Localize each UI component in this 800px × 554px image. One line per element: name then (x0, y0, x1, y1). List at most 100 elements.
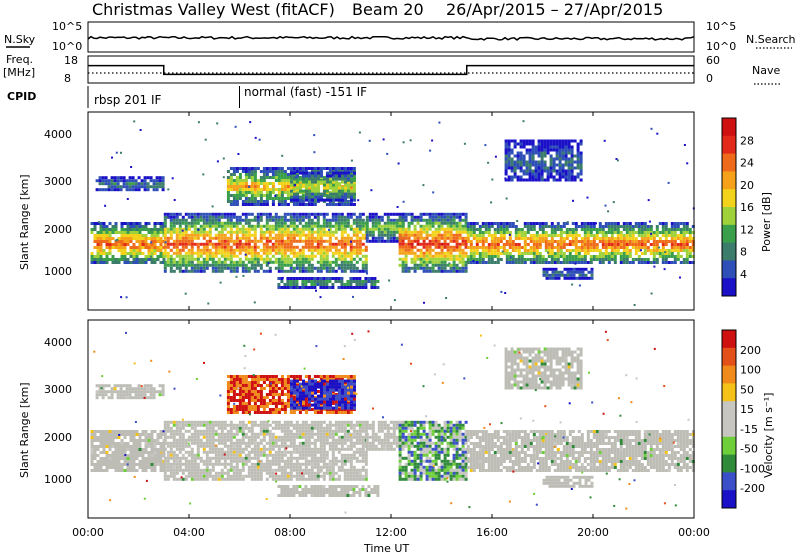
power-cell-r1 (265, 251, 269, 255)
power-cell-r1 (184, 239, 188, 243)
power-cell-r8 (481, 261, 485, 264)
power-cell-r8 (631, 234, 635, 237)
velocity-cell-r1 (235, 462, 239, 466)
velocity-cell-r1 (172, 453, 176, 457)
power-cell-r0 (120, 246, 124, 249)
velocity-cell-r1 (253, 447, 257, 451)
power-cell-r1 (280, 236, 284, 240)
power-cell-r8 (604, 222, 608, 225)
power-cell-r9 (573, 178, 577, 182)
power-cell-r7 (464, 236, 468, 240)
power-cell-r1 (334, 257, 338, 261)
power-cell-r9 (525, 151, 529, 155)
power-cell-r1 (217, 221, 221, 225)
power-cell-r1 (175, 242, 179, 246)
power-cell-r8 (514, 228, 518, 231)
power-cell-r1 (169, 236, 173, 240)
velocity-cell-r0 (132, 451, 136, 454)
power-cell-r8 (514, 261, 518, 264)
power-cell-r5 (347, 183, 350, 187)
velocity-cell-r1 (196, 465, 200, 469)
power-cell-r8 (589, 240, 593, 243)
power-noise-cell (516, 220, 519, 222)
power-cell-r4 (256, 200, 260, 203)
power-cell-r5 (302, 189, 305, 193)
power-cell-r0 (108, 228, 112, 231)
power-cell-r1 (289, 233, 293, 237)
power-cell-r1 (304, 227, 308, 231)
power-cell-r8 (604, 246, 608, 249)
power-cell-r0 (96, 258, 100, 261)
power-cell-r9 (504, 178, 508, 182)
velocity-cell-r0 (141, 463, 145, 466)
power-cell-r4 (304, 167, 308, 170)
power-cell-r9 (564, 145, 568, 149)
power-cell-r8 (523, 231, 527, 234)
power-cell-r1 (280, 233, 284, 237)
power-cell-r3 (137, 185, 141, 189)
power-cell-r1 (340, 212, 344, 216)
power-cell-r8 (673, 234, 677, 237)
power-cell-r7 (437, 227, 441, 231)
power-cell-r9 (516, 142, 520, 146)
velocity-cell-r0 (105, 436, 109, 439)
power-cell-r5 (320, 171, 323, 175)
power-cell-r4 (295, 167, 299, 170)
power-cell-r8 (682, 249, 686, 252)
power-cell-r7 (464, 245, 468, 249)
velocity-cell-r1 (175, 459, 179, 463)
power-cell-r0 (147, 243, 151, 246)
power-cell-r9 (510, 160, 514, 164)
velocity-cell-r1 (241, 459, 245, 463)
power-cell-r1 (301, 212, 305, 216)
velocity-cell-r0 (129, 448, 133, 451)
power-cell-r1 (256, 251, 260, 255)
velocity-cell-r1 (190, 447, 194, 451)
power-cell-r1 (307, 239, 311, 243)
velocity-cell-r0 (150, 439, 154, 442)
power-cell-r1 (202, 215, 206, 219)
power-cell-r7 (455, 227, 459, 231)
power-noise-cell (504, 292, 507, 294)
power-cell-r1 (340, 245, 344, 249)
power-cell-r9 (570, 166, 574, 170)
power-noise-cell (386, 152, 389, 155)
power-cell-r3 (116, 188, 120, 192)
power-cell-r1 (262, 248, 266, 252)
power-cell-r1 (334, 218, 338, 222)
power-cell-r9 (570, 178, 574, 182)
power-cell-r9 (570, 175, 574, 179)
power-cell-r2 (371, 233, 375, 237)
power-cell-r7 (422, 260, 426, 264)
power-cell-r8 (568, 249, 572, 252)
power-cell-r1 (196, 260, 200, 264)
power-cell-r8 (682, 234, 686, 237)
power-noise-cell (350, 240, 352, 243)
power-cell-r1 (259, 233, 263, 237)
velocity-cell-r0 (102, 433, 106, 436)
power-cell-r1 (313, 245, 317, 249)
power-cell-r1 (343, 269, 347, 273)
power-cell-r8 (625, 231, 629, 234)
power-cell-r0 (129, 261, 133, 264)
power-cell-r2 (389, 230, 393, 234)
power-cell-r8 (688, 228, 692, 231)
velocity-cell-r1 (205, 471, 209, 475)
power-cell-r8 (553, 228, 557, 231)
power-cell-r1 (307, 212, 311, 216)
power-cell-r1 (307, 248, 311, 252)
power-cell-r1 (217, 248, 221, 252)
power-cell-r9 (549, 169, 553, 173)
power-cell-r8 (685, 225, 689, 228)
power-cell-r2 (371, 227, 375, 231)
power-noise-cell (431, 139, 434, 142)
velocity-cell-r1 (193, 429, 197, 433)
power-cell-r1 (331, 224, 335, 228)
velocity-cell-r1 (211, 426, 215, 430)
power-cell-r0 (105, 240, 109, 243)
power-cell-r7 (419, 257, 423, 261)
power-cell-r8 (544, 222, 548, 225)
power-noise-cell (686, 162, 689, 165)
power-cell-r8 (583, 222, 587, 225)
